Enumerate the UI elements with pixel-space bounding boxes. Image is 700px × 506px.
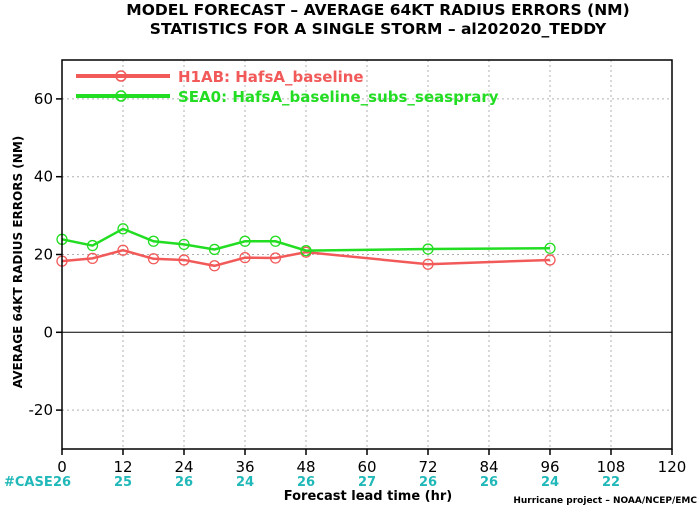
x-tick-label: 12 <box>113 458 132 476</box>
x-tick-label: 108 <box>597 458 626 476</box>
series-line-0 <box>61 248 551 268</box>
chart-title: MODEL FORECAST – AVERAGE 64KT RADIUS ERR… <box>126 1 629 19</box>
y-tick-label: 60 <box>34 90 53 108</box>
data-point-1 <box>178 238 190 251</box>
data-point-1 <box>544 242 556 254</box>
data-point-0 <box>269 252 282 264</box>
data-point-1 <box>117 223 129 235</box>
case-count: 25 <box>114 475 132 490</box>
grid <box>62 60 672 449</box>
x-tick-label: 0 <box>57 458 67 476</box>
case-count: 24 <box>236 475 254 490</box>
x-tick-label: 24 <box>174 458 193 476</box>
case-count: 26 <box>419 475 437 490</box>
x-tick-label: 120 <box>658 458 687 476</box>
data-point-1 <box>422 243 434 255</box>
data-point-0 <box>178 254 190 266</box>
axis-ticks: 0 12 24 36 48 60 72 84 96 108 120 -20 0 20 40 60 <box>29 90 687 476</box>
case-count: 27 <box>358 475 376 490</box>
x-tick-label: 72 <box>418 458 437 476</box>
x-tick-label: 36 <box>235 458 254 476</box>
case-label: #CASE <box>4 475 53 490</box>
data-point-0 <box>147 253 160 265</box>
legend-marker-0 <box>115 70 127 82</box>
data-point-1 <box>239 235 251 247</box>
y-tick-label: 40 <box>34 168 53 186</box>
data-point-0 <box>239 251 251 264</box>
data-point-1 <box>300 244 312 257</box>
case-counts: 26 25 26 24 26 27 26 26 24 22 <box>53 475 620 490</box>
case-count: 26 <box>175 475 193 490</box>
x-axis-label: Forecast lead time (hr) <box>284 489 452 504</box>
series-layer <box>56 223 556 272</box>
data-point-0 <box>86 252 99 265</box>
data-point-1 <box>208 243 221 256</box>
credit-text: Hurricane project – NOAA/NCEP/EMC <box>513 496 697 506</box>
chart-subtitle: STATISTICS FOR A SINGLE STORM – al202020… <box>150 20 607 38</box>
x-tick-label: 96 <box>540 458 559 476</box>
x-tick-label: 84 <box>479 458 498 476</box>
x-tick-label: 60 <box>357 458 376 476</box>
legend: H1AB: HafsA_baseline SEA0: HafsA_baseline… <box>76 68 499 106</box>
x-tick-label: 48 <box>296 458 315 476</box>
y-tick-label: 0 <box>43 323 53 341</box>
legend-label-1: SEA0: HafsA_baseline_subs_seasprary <box>178 88 499 106</box>
case-count: 24 <box>541 475 559 490</box>
data-point-0 <box>117 244 129 256</box>
series-line-1 <box>61 227 551 252</box>
data-point-0 <box>544 254 556 266</box>
legend-label-0: H1AB: HafsA_baseline <box>178 68 364 86</box>
legend-marker-1 <box>115 90 127 102</box>
data-point-1 <box>147 235 160 247</box>
data-point-0 <box>422 258 434 270</box>
data-point-0 <box>208 260 221 272</box>
case-count: 26 <box>480 475 498 490</box>
case-count: 22 <box>602 475 620 490</box>
y-axis-label: AVERAGE 64KT RADIUS ERRORS (NM) <box>11 136 25 388</box>
data-point-1 <box>86 239 99 252</box>
y-tick-label: -20 <box>29 401 54 419</box>
y-tick-label: 20 <box>34 246 53 264</box>
case-count: 26 <box>297 475 315 490</box>
data-point-1 <box>269 235 282 247</box>
case-count: 26 <box>53 475 71 490</box>
